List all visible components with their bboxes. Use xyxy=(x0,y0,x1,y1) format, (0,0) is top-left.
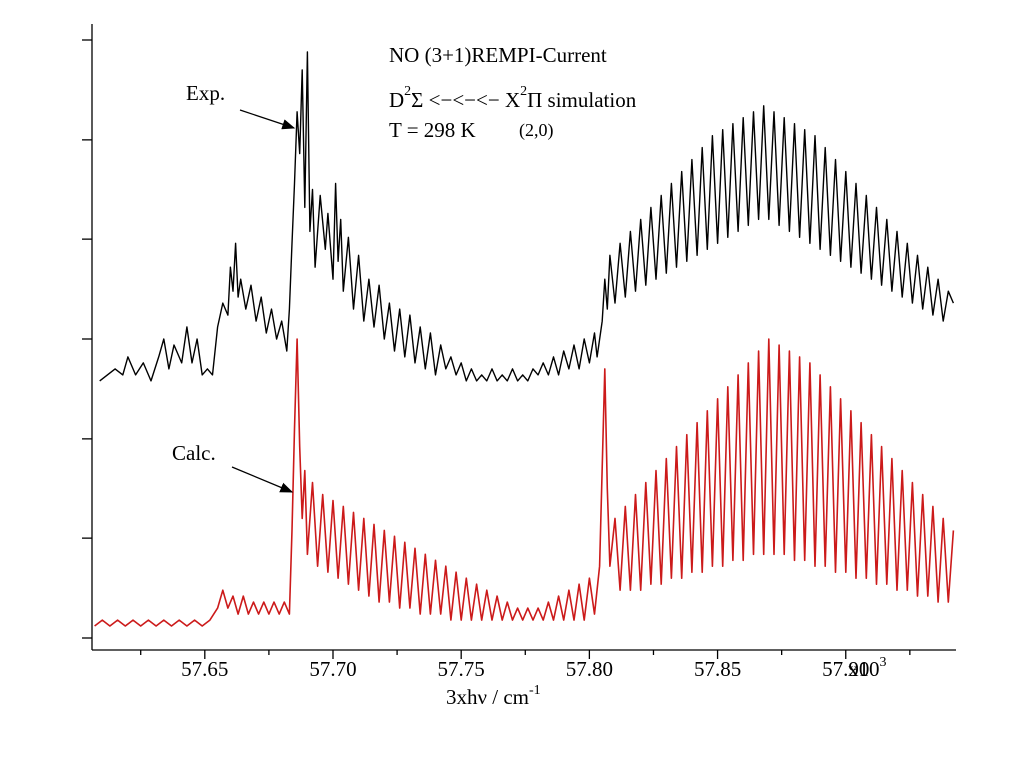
annotation-line1: NO (3+1)REMPI-Current xyxy=(389,43,607,67)
x-tick-label-0: 57.65 xyxy=(181,657,228,681)
series-line-exp xyxy=(99,51,955,382)
x-tick-label-2: 57.75 xyxy=(438,657,485,681)
x-multiplier: x103 xyxy=(848,655,887,681)
annotation-line2: D2Σ <−<−<− X2Π simulation xyxy=(389,84,637,112)
annotation-line3: T = 298 K xyxy=(389,118,476,142)
exp-arrow xyxy=(239,109,296,130)
x-tick-label-5: 57.90 xyxy=(822,657,869,681)
exp-label: Exp. xyxy=(186,81,225,105)
series-line-calc xyxy=(94,338,955,627)
annotation-band: (2,0) xyxy=(519,120,554,141)
calc-label: Calc. xyxy=(172,441,216,465)
x-tick-label-4: 57.85 xyxy=(694,657,741,681)
x-axis-label: 3xhν / cm-1 xyxy=(446,683,541,709)
x-tick-label-3: 57.80 xyxy=(566,657,613,681)
x-ticks: 57.65 57.70 57.75 57.80 57.85 57.90 xyxy=(140,650,911,681)
calc-arrow xyxy=(231,466,294,493)
y-ticks xyxy=(82,39,92,639)
x-tick-label-1: 57.70 xyxy=(309,657,356,681)
